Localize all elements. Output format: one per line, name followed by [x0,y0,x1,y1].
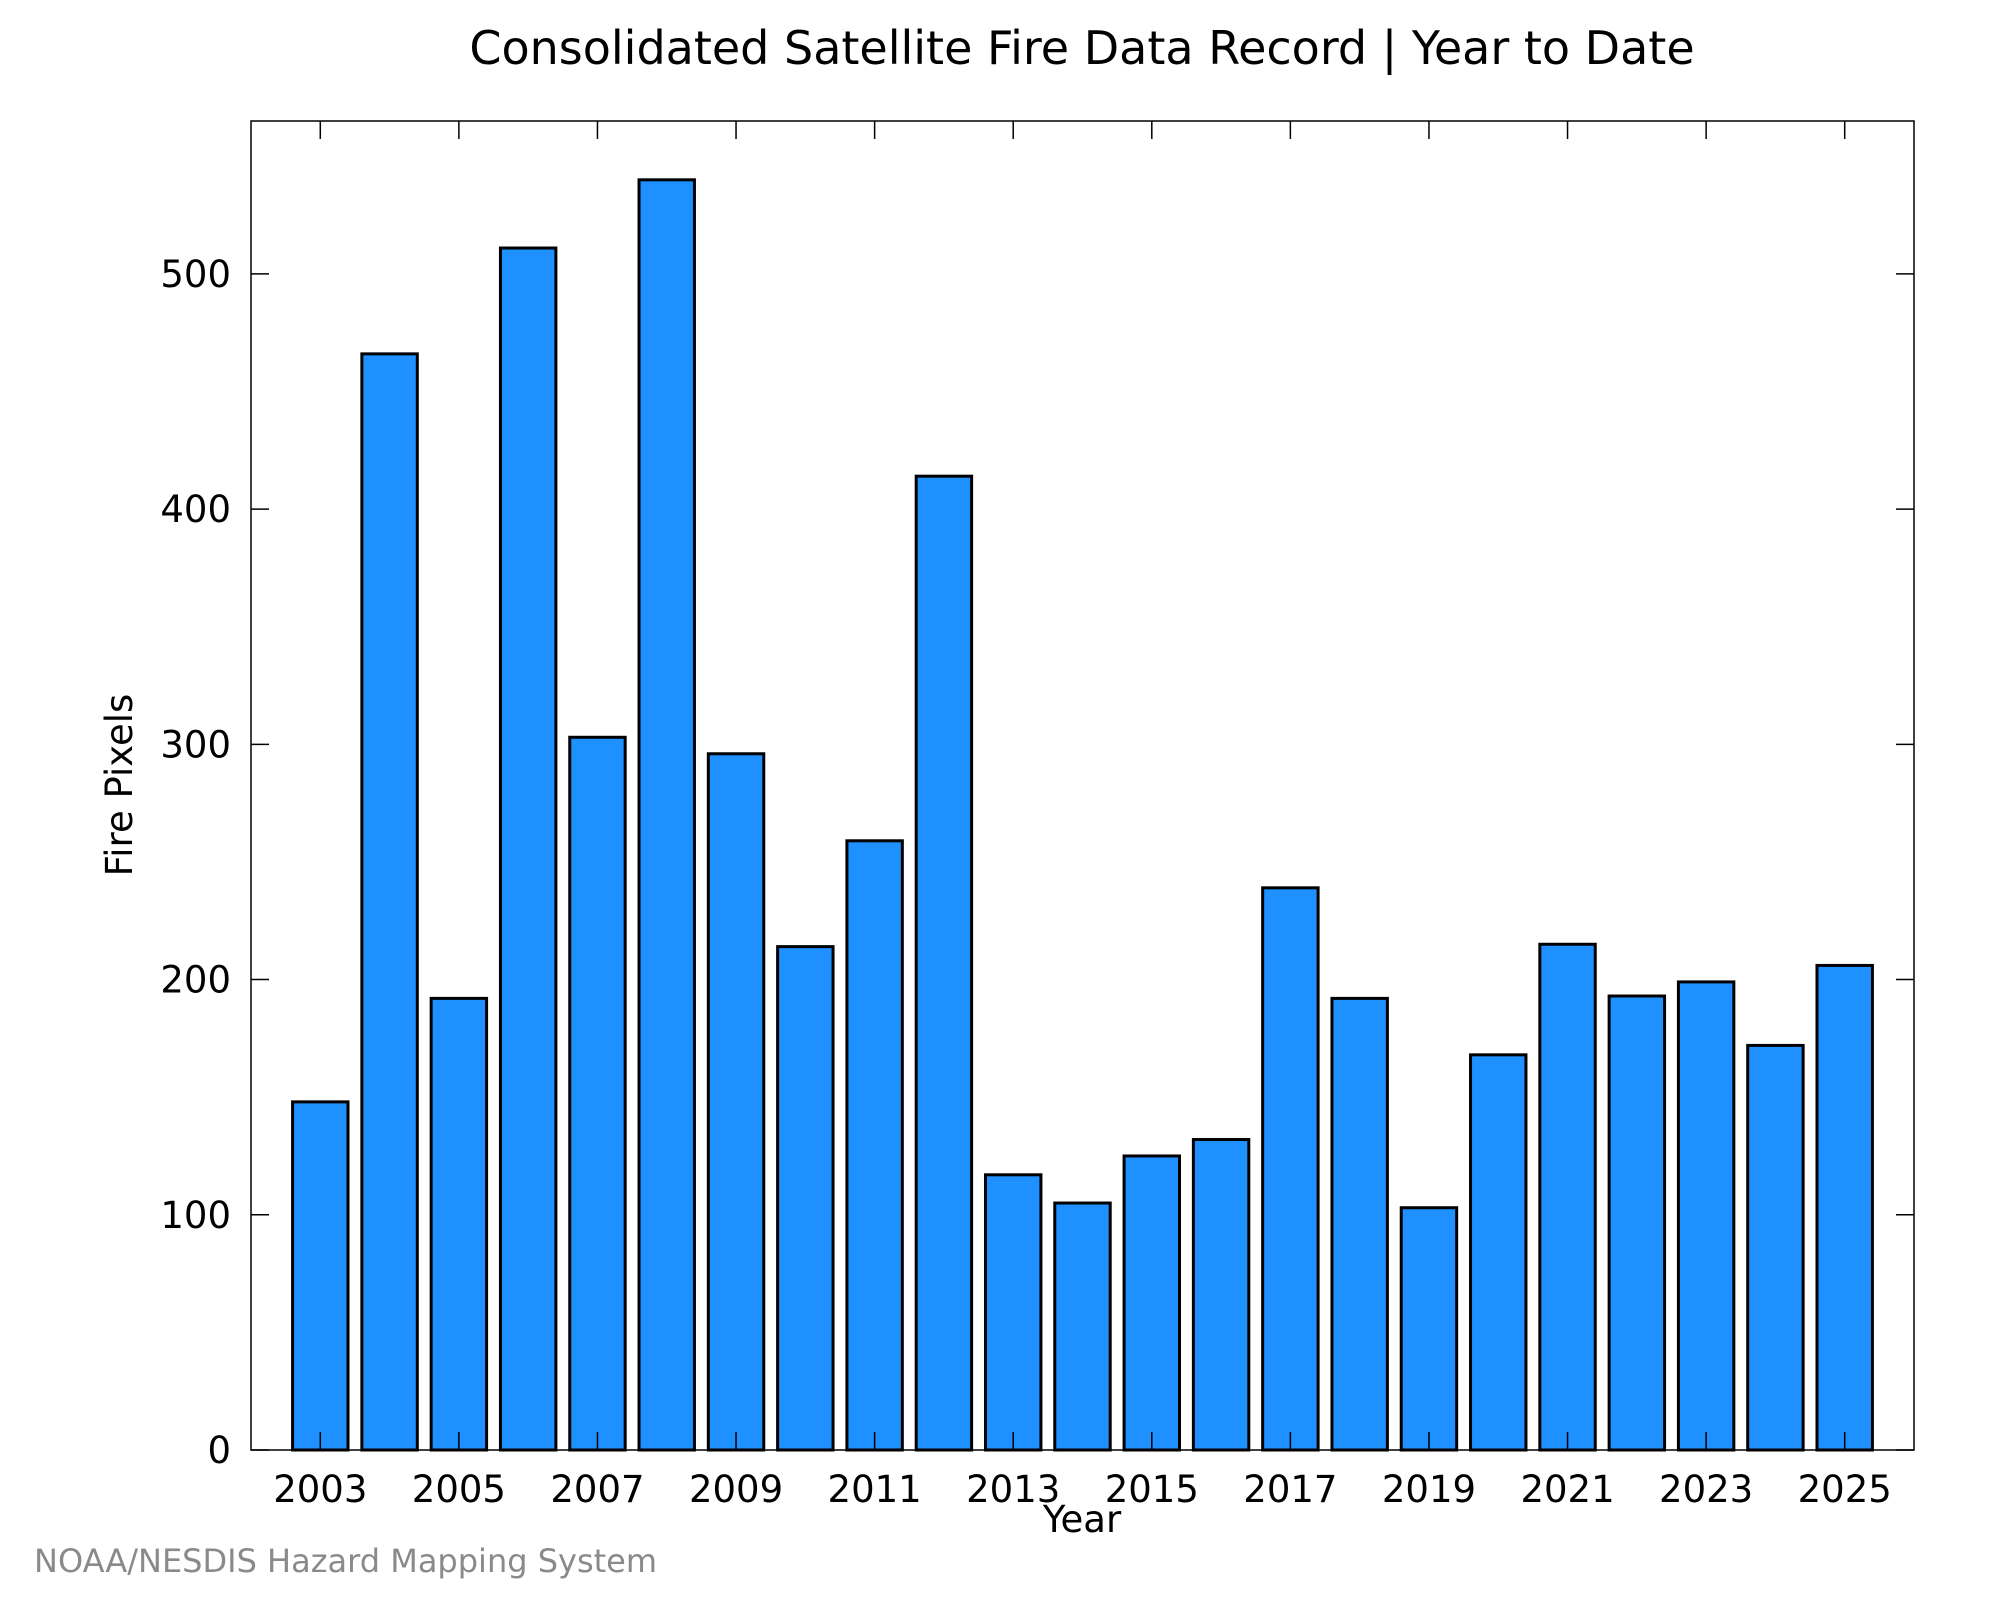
x-tick-label-2005: 2005 [412,1468,506,1511]
x-tick-label-2009: 2009 [689,1468,783,1511]
bar-2015 [1122,1154,1181,1452]
bar-2013 [983,1173,1043,1452]
bar-2009 [706,752,766,1452]
x-tick-label-2019: 2019 [1382,1468,1476,1511]
y-axis-label: Fire Pixels [98,694,141,877]
bar-2020 [1469,1053,1528,1452]
bar-2023 [1676,980,1736,1452]
bars-group [291,178,1874,1452]
x-tick-label-2023: 2023 [1659,1468,1753,1511]
source-credit: NOAA/NESDIS Hazard Mapping System [34,1542,657,1580]
plot-area-frame [250,120,1915,1451]
bar-2019 [1399,1206,1459,1452]
y-tick-label-400: 400 [160,488,231,531]
tick-labels-group: 2003 2005 2007 2009 2011 2013 2015 2017 2019 2021… [160,253,1891,1511]
bar-2007 [568,735,627,1452]
chart-title: Consolidated Satellite Fire Data Record … [469,21,1694,76]
bar-2025 [1815,963,1874,1452]
bar-2008 [637,178,696,1452]
x-tick-label-2003: 2003 [273,1468,367,1511]
x-axis-label: Year [1042,1498,1122,1541]
x-tick-label-2013: 2013 [966,1468,1060,1511]
bar-2006 [498,246,558,1452]
bar-2018 [1330,996,1389,1452]
bar-2004 [360,352,419,1452]
bar-2005 [429,996,489,1452]
bar-2016 [1191,1138,1251,1452]
bar-2012 [914,474,974,1452]
bar-2024 [1746,1043,1805,1452]
bar-2010 [776,945,835,1452]
bar-2022 [1607,994,1667,1452]
x-tick-label-2011: 2011 [828,1468,922,1511]
x-tick-label-2015: 2015 [1105,1468,1199,1511]
bar-2021 [1538,942,1597,1452]
bar-2017 [1261,886,1320,1452]
y-tick-label-0: 0 [207,1429,231,1472]
x-tick-label-2025: 2025 [1798,1468,1892,1511]
x-tick-label-2017: 2017 [1243,1468,1337,1511]
x-tick-label-2007: 2007 [550,1468,644,1511]
bar-2014 [1053,1201,1112,1452]
y-tick-label-300: 300 [160,723,231,766]
y-tick-label-200: 200 [160,959,231,1002]
bar-2011 [845,839,904,1452]
bar-2003 [291,1100,350,1452]
y-tick-label-500: 500 [160,253,231,296]
x-tick-label-2021: 2021 [1520,1468,1614,1511]
y-tick-label-100: 100 [160,1194,231,1237]
